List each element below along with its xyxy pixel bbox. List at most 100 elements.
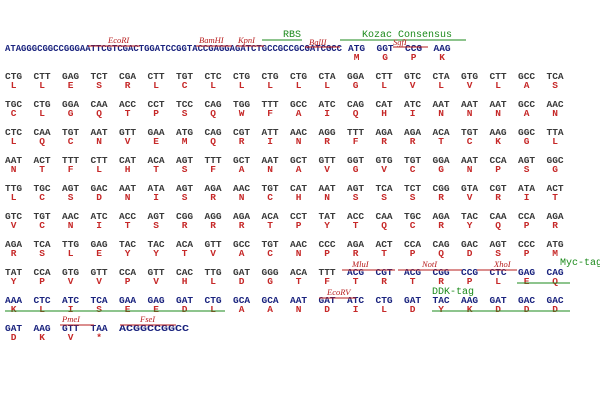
codon: GAC	[91, 183, 108, 194]
amino-acid: C	[467, 136, 473, 147]
amino-acid: K	[439, 52, 445, 63]
codon: TGT	[461, 127, 478, 138]
amino-acid: V	[96, 276, 102, 287]
codon: GAG	[518, 267, 535, 278]
amino-acid: Y	[438, 304, 444, 315]
codon: ACG	[347, 267, 364, 278]
amino-acid: Y	[153, 248, 159, 259]
amino-acid: P	[524, 220, 530, 231]
amino-acid: A	[524, 80, 530, 91]
amino-acid: Y	[324, 220, 330, 231]
codon: ATC	[62, 295, 79, 306]
site-label: SgfI	[393, 37, 408, 47]
amino-acid: Q	[438, 248, 444, 259]
codon: TGT	[62, 127, 79, 138]
amino-acid: N	[296, 248, 302, 259]
codon: GAC	[518, 295, 535, 306]
codon: GTT	[205, 239, 222, 250]
amino-acid: V	[210, 248, 216, 259]
amino-acid: I	[96, 220, 102, 231]
amino-acid: R	[552, 220, 558, 231]
codon: GAA	[148, 127, 165, 138]
codon: CTG	[205, 295, 222, 306]
codon: CTG	[5, 71, 22, 82]
codon: GTG	[62, 267, 79, 278]
codon: ACA	[433, 127, 450, 138]
amino-acid: T	[153, 164, 159, 175]
site-label: PmeI	[61, 314, 81, 324]
codon: TAC	[119, 239, 136, 250]
codon: AGA	[404, 127, 421, 138]
codon: TGT	[34, 211, 51, 222]
amino-acid: S	[182, 108, 188, 119]
amino-acid: S	[524, 164, 530, 175]
amino-acid: F	[267, 108, 273, 119]
amino-acid: R	[381, 136, 387, 147]
amino-acid: L	[495, 276, 501, 287]
amino-acid: T	[125, 220, 131, 231]
amino-acid: A	[296, 108, 302, 119]
amino-acid: L	[239, 80, 245, 91]
codon: CTA	[319, 71, 336, 82]
amino-acid: L	[68, 248, 74, 259]
amino-acid: D	[324, 304, 330, 315]
codon: AAC	[233, 183, 250, 194]
amino-acid: V	[125, 136, 131, 147]
codon: ACC	[119, 99, 136, 110]
codon: CAG	[433, 239, 450, 250]
codon: AAT	[91, 127, 108, 138]
codon: GCC	[518, 71, 535, 82]
codon: CTA	[433, 71, 450, 82]
amino-acid: L	[11, 80, 17, 91]
amino-acid: P	[411, 52, 417, 63]
codon: CAC	[176, 267, 193, 278]
amino-acid: E	[125, 304, 131, 315]
amino-acid: N	[495, 108, 501, 119]
amino-acid: I	[267, 136, 273, 147]
amino-acid: N	[324, 192, 330, 203]
amino-acid: V	[153, 276, 159, 287]
codon: GCA	[262, 295, 279, 306]
amino-acid: D	[552, 304, 558, 315]
amino-acid: S	[182, 164, 188, 175]
codon: AAG	[434, 43, 451, 54]
codon: AGA	[347, 239, 364, 250]
amino-acid: H	[182, 276, 188, 287]
codon: GAT	[404, 295, 421, 306]
codon: AGT	[347, 183, 364, 194]
codon: GCA	[233, 295, 250, 306]
codon: TGG	[233, 99, 250, 110]
tag-label: RBS	[283, 30, 301, 41]
codon: AGA	[233, 211, 250, 222]
site-label: BglII	[309, 37, 328, 47]
codon: TTT	[262, 99, 279, 110]
amino-acid: S	[68, 192, 74, 203]
codon: TGT	[262, 239, 279, 250]
codon: TTA	[547, 127, 564, 138]
codon: TTT	[319, 267, 336, 278]
codon: CGT	[376, 267, 393, 278]
codon: GGA	[433, 155, 450, 166]
amino-acid: P	[410, 248, 416, 259]
amino-acid: Q	[96, 108, 102, 119]
codon: TGT	[404, 155, 421, 166]
codon: GCT	[233, 155, 250, 166]
amino-acid: T	[39, 164, 45, 175]
codon: GAT	[233, 267, 250, 278]
codon: TCT	[91, 71, 108, 82]
codon: CTC	[490, 267, 507, 278]
codon: TTG	[62, 239, 79, 250]
codon: GCT	[290, 155, 307, 166]
codon: ACA	[290, 267, 307, 278]
codon: TGT	[262, 183, 279, 194]
codon: CAG	[347, 99, 364, 110]
amino-acid: N	[552, 108, 558, 119]
amino-acid: Q	[210, 108, 216, 119]
amino-acid: R	[239, 220, 245, 231]
amino-acid: L	[153, 80, 159, 91]
amino-acid: F	[68, 164, 74, 175]
amino-acid: R	[381, 276, 387, 287]
codon: ATA	[148, 183, 165, 194]
amino-acid: M	[354, 52, 360, 63]
site-label: NotI	[421, 259, 438, 269]
